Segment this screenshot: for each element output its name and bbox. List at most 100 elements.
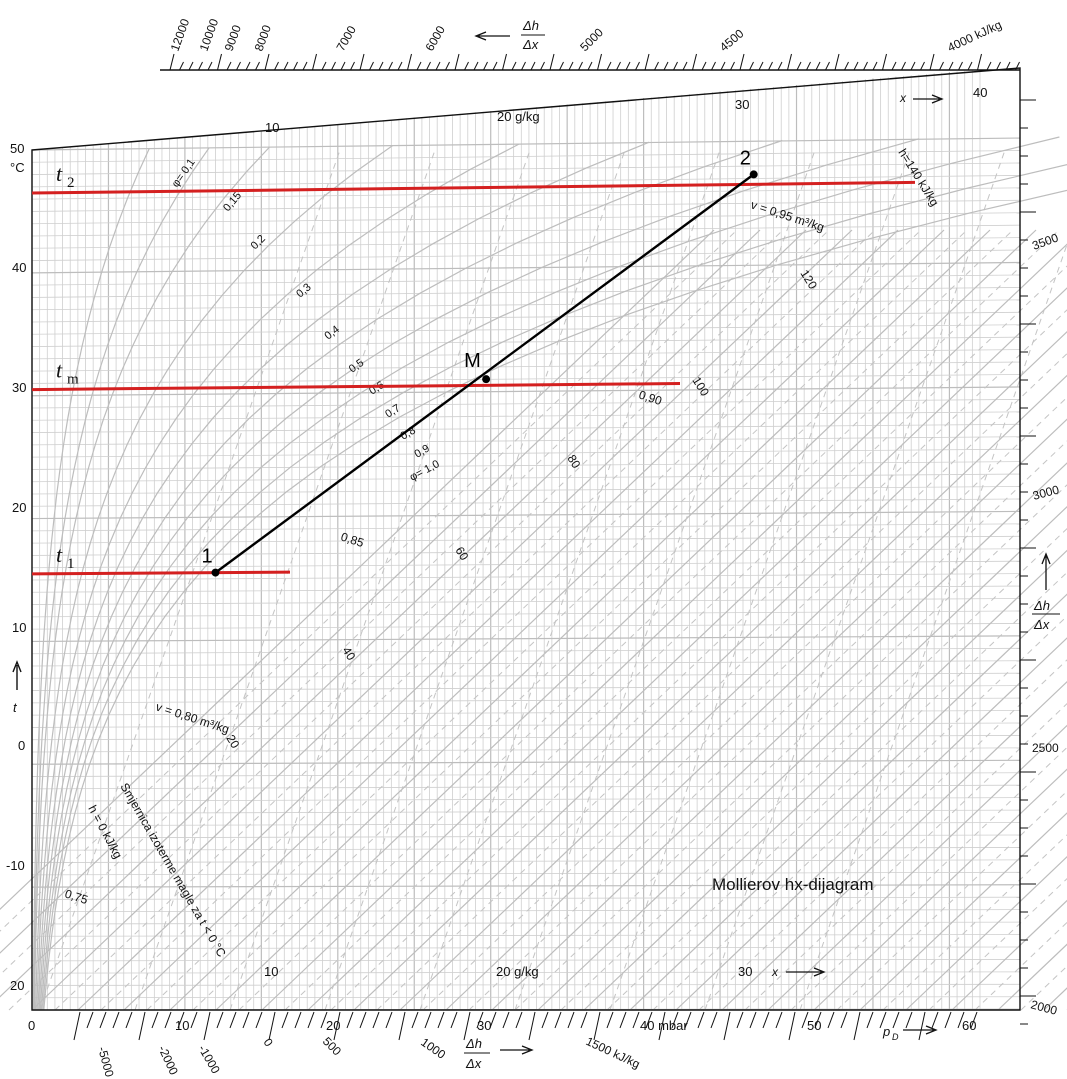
x-tick-label: 30 [738, 964, 752, 979]
scale-tick [73, 1011, 81, 1041]
x-tick-label: 10 [265, 120, 279, 135]
dh-numerator: Δh [465, 1036, 482, 1051]
enthalpy-gridline [445, 418, 1067, 1011]
scale-tick [549, 53, 555, 71]
scale-tick [378, 61, 384, 71]
state-point-label: M [464, 350, 481, 372]
enthalpy-gridline [836, 790, 1067, 1011]
scale-tick [593, 1011, 601, 1041]
enthalpy-gridline [560, 527, 1067, 1011]
top-dh-dx-scale: 12000 10000 9000 8000 7000 6000 5000 450… [168, 17, 1020, 71]
scale-tick [825, 61, 830, 71]
bottom-x-axis: 10 20 g/kg 30 x [264, 964, 826, 979]
isotherm-gridline [31, 909, 1021, 913]
scale-tick [138, 1011, 146, 1041]
volume-label: 0,85 [339, 530, 366, 551]
scale-tick [568, 61, 574, 71]
isotherm-gridline [31, 784, 1021, 790]
dh-label: 0 [261, 1036, 276, 1050]
scale-tick [619, 1011, 627, 1029]
volume-label: 0,75 [63, 887, 90, 908]
enthalpy-gridline [928, 878, 1067, 1011]
scale-tick [663, 61, 669, 71]
isotherm-gridline [31, 411, 1021, 421]
scale-tick [333, 1011, 341, 1041]
scale-tick [654, 61, 659, 71]
x-tick-label: 30 [735, 97, 749, 112]
scale-tick [177, 1011, 185, 1029]
scale-tick [151, 1011, 159, 1029]
state-point-label: 2 [740, 147, 751, 169]
scale-tick [307, 1011, 315, 1029]
scale-tick [255, 61, 260, 71]
scale-tick [554, 1011, 562, 1029]
scale-tick [293, 61, 298, 71]
enthalpy-gridline [997, 943, 1067, 1011]
isotherm-gridline [31, 834, 1021, 839]
enthalpy-gridline [0, 229, 738, 932]
enthalpy-gridline [583, 549, 1067, 1011]
scale-tick [905, 1011, 913, 1029]
scale-tick [758, 61, 764, 71]
scale-tick [340, 61, 346, 71]
volume-gridline [609, 149, 911, 1011]
enthalpy-gridline [974, 921, 1067, 1011]
scale-tick [483, 61, 488, 71]
isotherm-gridline [31, 162, 1021, 175]
scale-tick [216, 1011, 224, 1029]
dh-label: 2500 [1032, 741, 1059, 755]
enthalpy-gridline [0, 229, 784, 976]
scale-tick [606, 61, 612, 71]
dh-denominator: Δx [1033, 617, 1050, 632]
isotherm-gridline [31, 261, 1021, 274]
isotherm-subscript: m [67, 372, 79, 388]
isotherm-gridline [31, 548, 1021, 556]
scale-tick [710, 1011, 718, 1029]
scale-tick [578, 61, 583, 71]
axis-tick-label: 20 [10, 978, 24, 993]
scale-tick [597, 53, 602, 71]
enthalpy-gridline [537, 505, 1067, 1011]
isotherm-gridline [31, 510, 1021, 520]
scale-tick [528, 1011, 536, 1041]
rh-curve [39, 138, 920, 1011]
scale-tick [188, 61, 194, 71]
isotherm-gridline [31, 747, 1021, 753]
scale-tick [489, 1011, 497, 1029]
x-axis-symbol: x [771, 965, 779, 979]
axis-symbol: t [13, 700, 18, 715]
scale-tick [827, 1011, 835, 1029]
scale-tick [768, 61, 773, 71]
scale-tick [684, 1011, 692, 1029]
isotherm-gridline [31, 523, 1021, 532]
scale-tick [511, 61, 517, 71]
isotherm-gridline [31, 249, 1021, 261]
dh-label: 3500 [1030, 230, 1060, 252]
isotherm-gridline [31, 398, 1021, 409]
scale-tick [411, 1011, 419, 1029]
dh-label: 500 [320, 1034, 344, 1058]
scale-tick [372, 1011, 380, 1029]
scale-tick [1005, 61, 1011, 71]
scale-tick [397, 61, 403, 71]
scale-tick [645, 1011, 653, 1029]
isotherm-gridline [31, 722, 1021, 728]
isotherm-gridline [31, 486, 1021, 495]
scale-tick [944, 1011, 952, 1029]
scale-tick [268, 1011, 276, 1041]
fog-isotherm-label: Smjernica izoterme magle za t < 0 °C [117, 781, 229, 960]
scale-tick [697, 1011, 705, 1029]
scale-tick [814, 1011, 822, 1029]
diagram-frame [31, 67, 1021, 1011]
isotherm-gridline [31, 685, 1021, 691]
scale-tick [312, 53, 317, 71]
dh-numerator: Δh [522, 18, 539, 33]
enthalpy-gridline [307, 287, 1067, 1011]
enthalpy-gridline [905, 856, 1067, 1011]
enthalpy-gridline [123, 229, 945, 1011]
scale-tick [424, 1011, 432, 1029]
scale-tick [815, 61, 821, 71]
p-tick-label: 10 [175, 1018, 189, 1033]
rh-curve [40, 136, 1060, 1011]
dh-label: 6000 [422, 23, 448, 53]
